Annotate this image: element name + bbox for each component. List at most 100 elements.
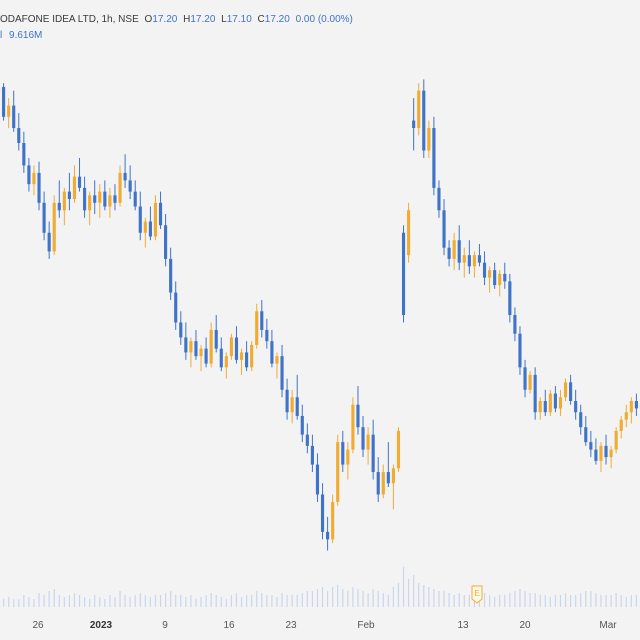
volume-bar bbox=[89, 599, 91, 607]
candle-body bbox=[280, 356, 284, 390]
volume-bar bbox=[8, 597, 10, 607]
volume-bar bbox=[413, 575, 415, 607]
candle-body bbox=[118, 172, 122, 203]
x-axis-tick-label: 20 bbox=[519, 620, 531, 631]
volume-bar bbox=[514, 591, 516, 607]
candle-body bbox=[609, 449, 613, 458]
volume-bar bbox=[276, 597, 278, 607]
candle-body bbox=[93, 195, 97, 203]
candle-body bbox=[260, 311, 264, 330]
candle-body bbox=[401, 232, 406, 315]
candle-body bbox=[88, 195, 92, 211]
candle-body bbox=[2, 86, 6, 117]
volume-bar bbox=[311, 591, 314, 607]
close-value: 17.20 bbox=[264, 14, 290, 25]
candle-body bbox=[563, 382, 568, 398]
volume-bar bbox=[23, 595, 25, 607]
volume-bar bbox=[387, 595, 389, 607]
volume-bar bbox=[443, 591, 445, 607]
volume-bar bbox=[352, 587, 354, 607]
candle-body bbox=[503, 273, 507, 282]
volume-bar bbox=[33, 599, 35, 607]
volume-bar bbox=[210, 593, 212, 607]
open-label: O bbox=[144, 14, 153, 25]
candle-body bbox=[356, 404, 360, 428]
candle-body bbox=[128, 180, 132, 192]
candle-body bbox=[457, 240, 461, 263]
candle-body bbox=[224, 356, 228, 368]
x-axis-tick-label: 9 bbox=[162, 620, 168, 631]
volume-bar bbox=[382, 593, 384, 607]
volume-label: l bbox=[0, 30, 3, 41]
x-axis-tick-label: Feb bbox=[357, 620, 375, 631]
candle-body bbox=[462, 255, 466, 263]
candle-body bbox=[270, 341, 274, 364]
volume-bar bbox=[468, 595, 470, 607]
candle-body bbox=[442, 210, 446, 248]
candle-body bbox=[574, 401, 578, 413]
volume-legend: l 9.616M bbox=[0, 30, 42, 41]
volume-bar bbox=[407, 579, 410, 607]
candle-body bbox=[538, 401, 542, 413]
volume-bar bbox=[230, 595, 233, 607]
candle-body bbox=[265, 329, 269, 342]
candle-body bbox=[412, 120, 416, 129]
candle-body bbox=[189, 341, 193, 353]
volume-bar bbox=[321, 587, 324, 607]
candle-body bbox=[569, 382, 573, 402]
volume-bar bbox=[438, 591, 440, 607]
volume-bar bbox=[240, 597, 243, 607]
candle-body bbox=[234, 337, 239, 360]
candle-body bbox=[239, 352, 244, 360]
candle-body bbox=[594, 449, 598, 461]
candle-body bbox=[508, 281, 512, 315]
volume-bar bbox=[159, 595, 162, 607]
candle-body bbox=[17, 128, 21, 143]
volume-bar bbox=[428, 587, 430, 607]
candle-body bbox=[634, 401, 638, 409]
candle-body bbox=[108, 195, 112, 207]
volume-bar bbox=[397, 583, 400, 607]
volume-bar bbox=[68, 595, 71, 607]
volume-bar bbox=[43, 595, 45, 607]
candle-body bbox=[255, 311, 259, 345]
candle-body bbox=[336, 442, 340, 502]
volume-bar bbox=[13, 599, 15, 607]
volume-bar bbox=[144, 595, 146, 607]
candle-body bbox=[300, 415, 304, 435]
candle-body bbox=[305, 434, 309, 446]
volume-bar bbox=[301, 593, 303, 607]
candle-body bbox=[432, 128, 436, 188]
volume-bar bbox=[99, 597, 101, 607]
volume-bar bbox=[509, 593, 511, 607]
change-value: 0.00 (0.00%) bbox=[295, 14, 353, 25]
candle-body bbox=[407, 210, 411, 256]
volume-bar bbox=[58, 595, 60, 607]
volume-bar bbox=[529, 593, 531, 607]
candle-body bbox=[245, 352, 249, 368]
volume-bar bbox=[559, 595, 562, 607]
candle-body bbox=[437, 187, 441, 211]
volume-bar bbox=[549, 597, 551, 607]
volume-bar bbox=[164, 593, 167, 607]
candle-body bbox=[174, 292, 178, 323]
volume-bar bbox=[595, 593, 597, 607]
candle-body bbox=[98, 191, 102, 203]
volume-bar bbox=[342, 589, 344, 607]
candle-body bbox=[396, 430, 401, 469]
candle-body bbox=[153, 202, 158, 237]
volume-bar bbox=[256, 591, 258, 607]
open-value: 17.20 bbox=[152, 14, 178, 25]
candle-body bbox=[37, 172, 41, 203]
volume-bar bbox=[114, 597, 116, 607]
candle-body bbox=[528, 374, 532, 390]
candle-body bbox=[103, 191, 107, 207]
candle-body bbox=[113, 195, 117, 203]
candle-body bbox=[275, 356, 279, 364]
candle-body bbox=[204, 348, 208, 364]
volume-bar bbox=[235, 593, 238, 607]
candle-body bbox=[386, 472, 390, 484]
volume-bar bbox=[139, 593, 141, 607]
